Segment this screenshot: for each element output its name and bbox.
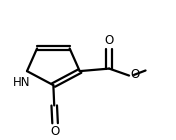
Text: O: O xyxy=(51,125,60,138)
Text: O: O xyxy=(105,34,114,47)
Text: HN: HN xyxy=(13,76,31,89)
Text: O: O xyxy=(130,68,139,81)
